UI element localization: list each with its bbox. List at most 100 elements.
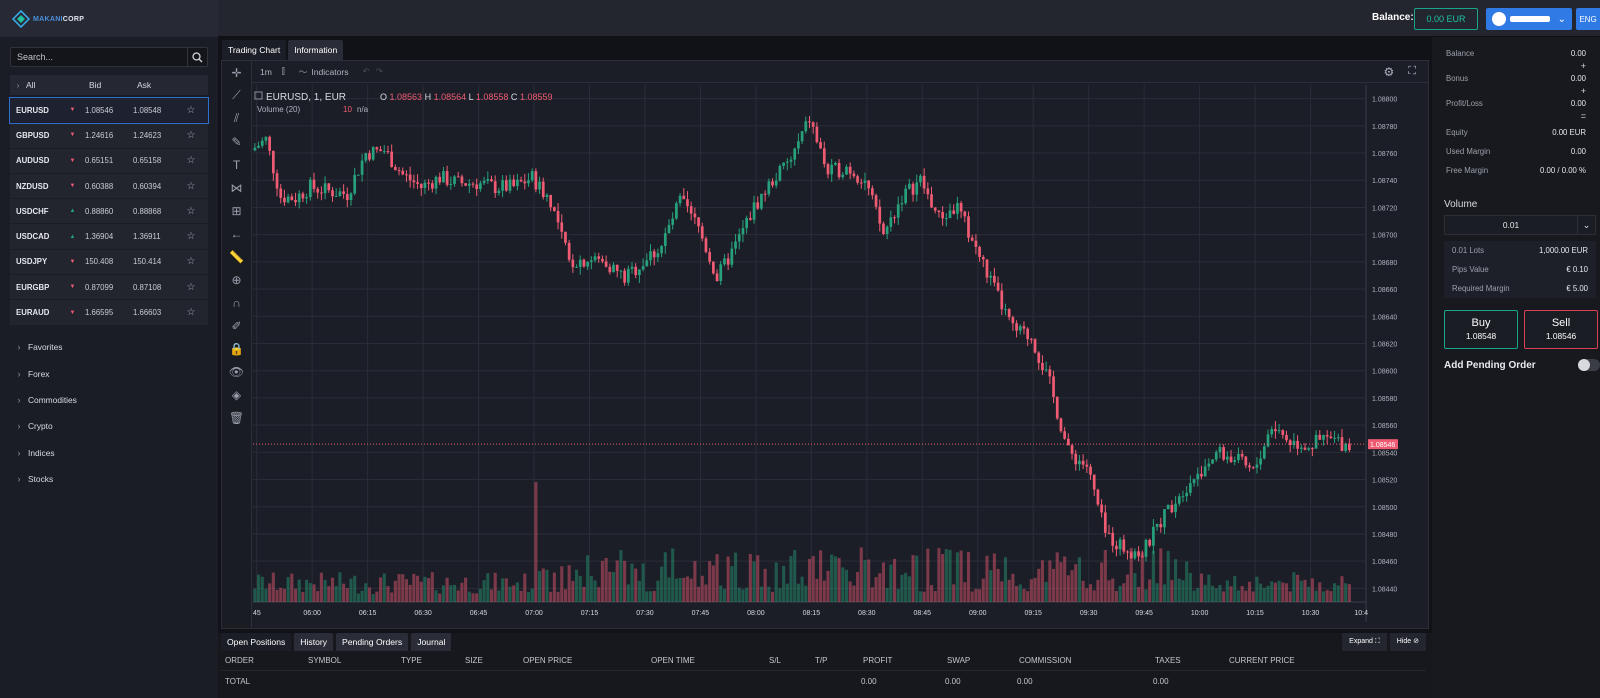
- star-icon[interactable]: ☆: [186, 104, 196, 116]
- tab-journal[interactable]: Journal: [411, 633, 452, 651]
- legend-volume[interactable]: Volume (20): [257, 105, 300, 114]
- candle-body: [1170, 504, 1174, 513]
- tab-open-positions[interactable]: Open Positions: [221, 633, 292, 651]
- category-favorites[interactable]: › Favorites: [10, 334, 208, 360]
- search-button[interactable]: [187, 48, 207, 66]
- candle-body: [301, 193, 305, 199]
- star-icon[interactable]: ☆: [186, 281, 196, 293]
- candle-type-icon[interactable]: ⫿: [281, 66, 285, 76]
- star-icon[interactable]: ☆: [186, 129, 196, 141]
- settings-icon[interactable]: ⚙: [1383, 64, 1395, 79]
- symbol-row-gbpusd[interactable]: GBPUSD ▼ 1.24616 1.24623 ☆: [10, 123, 208, 149]
- symbol-list-header: › All Bid Ask: [10, 75, 208, 95]
- indicators-button[interactable]: Indicators: [311, 66, 349, 77]
- trend-line-icon[interactable]: ⟋: [232, 88, 241, 102]
- candle-body: [808, 121, 811, 123]
- price-chart[interactable]: 1.08800 1.08780 1.08760 1.08740 1.08720 1.087…: [253, 85, 1398, 638]
- hide-button[interactable]: Hide ⊘: [1389, 633, 1426, 651]
- category-indices[interactable]: › Indices: [10, 440, 208, 466]
- symbol-row-eurgbp[interactable]: EURGBP ▼ 0.87099 0.87108 ☆: [10, 275, 208, 301]
- lock-icon[interactable]: 🔒: [229, 341, 244, 356]
- brush-icon[interactable]: ✎: [231, 134, 242, 149]
- volume-bar: [1151, 550, 1155, 602]
- star-icon[interactable]: ☆: [186, 231, 196, 243]
- expand-button[interactable]: Expand ⛶: [1342, 633, 1387, 651]
- symbol-row-eurusd[interactable]: EURUSD ▼ 1.08546 1.08548 ☆: [9, 96, 209, 125]
- volume-bar: [1273, 582, 1277, 602]
- symbol-row-nzdusd[interactable]: NZDUSD ▼ 0.60388 0.60394 ☆: [10, 173, 208, 200]
- tab-trading-chart[interactable]: Trading Chart: [222, 40, 287, 60]
- volume-bar: [1214, 588, 1218, 602]
- lock-drawing-icon[interactable]: ✐: [231, 318, 242, 333]
- plus-op: +: [1580, 61, 1586, 71]
- volume-select[interactable]: 0.01 ⌄: [1444, 215, 1596, 235]
- legend-h-label: H: [425, 92, 432, 102]
- back-arrow-icon[interactable]: ←: [230, 226, 243, 241]
- star-icon[interactable]: ☆: [186, 155, 196, 167]
- search-input[interactable]: [11, 48, 181, 66]
- fib-icon[interactable]: ⫽: [233, 111, 240, 125]
- volume-bar: [482, 580, 486, 602]
- trash-icon[interactable]: 🗑: [228, 410, 245, 425]
- candle-body: [811, 122, 815, 127]
- tab-history[interactable]: History: [294, 633, 334, 651]
- undo-icon[interactable]: ↶: [362, 66, 370, 76]
- volume-bar: [1233, 575, 1237, 602]
- category-commodities[interactable]: › Commodities: [10, 387, 208, 413]
- crosshair-icon[interactable]: ✛: [231, 65, 242, 80]
- interval-button[interactable]: 1m: [260, 66, 272, 77]
- tab-pending-orders[interactable]: Pending Orders: [336, 633, 409, 651]
- tab-information[interactable]: Information: [288, 40, 344, 60]
- user-menu-button[interactable]: ⌄: [1486, 8, 1572, 30]
- fullscreen-icon[interactable]: ⛶: [1408, 65, 1416, 77]
- filter-all[interactable]: All: [26, 80, 36, 90]
- star-icon[interactable]: ☆: [186, 307, 196, 319]
- volume-bar: [745, 587, 749, 602]
- symbol-row-usdjpy[interactable]: USDJPY ▼ 150.408 150.414 ☆: [10, 249, 208, 276]
- candle-body: [456, 176, 460, 178]
- forecast-icon[interactable]: ⊞: [231, 203, 242, 218]
- price-tick: 1.08500: [1372, 505, 1397, 512]
- candle-body: [1030, 339, 1033, 341]
- sell-button[interactable]: Sell 1.08546: [1524, 310, 1598, 349]
- candle-body: [486, 179, 490, 181]
- symbol-row-audusd[interactable]: AUDUSD ▼ 0.65151 0.65158 ☆: [10, 148, 208, 174]
- star-icon[interactable]: ☆: [186, 180, 196, 192]
- symbol-row-usdchf[interactable]: USDCHF ▲ 0.88860 0.88868 ☆: [10, 199, 208, 225]
- volume-bar: [345, 588, 349, 602]
- layers-icon[interactable]: ◈: [231, 387, 242, 402]
- candle-body: [527, 180, 530, 184]
- candle-body: [320, 192, 323, 194]
- balance-value[interactable]: 0.00 EUR: [1414, 8, 1478, 30]
- eye-icon[interactable]: 👁: [228, 364, 245, 379]
- category-forex[interactable]: › Forex: [10, 360, 208, 386]
- star-icon[interactable]: ☆: [186, 256, 196, 268]
- logo[interactable]: MAKANICORP: [12, 10, 84, 28]
- category-crypto[interactable]: › Crypto: [10, 413, 208, 439]
- symbol-row-usdcad[interactable]: USDCAD ▲ 1.36904 1.36911 ☆: [10, 224, 208, 250]
- time-tick: 09:15: [1024, 610, 1042, 617]
- collapse-legend-icon[interactable]: [254, 91, 263, 100]
- volume-bar: [1344, 583, 1348, 602]
- candle-body: [737, 234, 741, 242]
- category-stocks[interactable]: › Stocks: [10, 466, 208, 492]
- pending-order-toggle[interactable]: [1578, 359, 1600, 371]
- lots-label: 0.01 Lots: [1452, 246, 1485, 255]
- price-tick: 1.08620: [1372, 342, 1397, 349]
- zoom-icon[interactable]: ⊕: [231, 272, 242, 287]
- redo-icon[interactable]: ↷: [375, 66, 383, 76]
- text-icon[interactable]: T: [232, 157, 241, 172]
- candle-body: [667, 224, 671, 234]
- search-icon: [192, 51, 203, 62]
- legend-symbol[interactable]: EURUSD, 1, EUR: [266, 92, 346, 103]
- volume-bar: [715, 554, 719, 602]
- star-icon[interactable]: ☆: [186, 205, 196, 217]
- symbol-row-euraud[interactable]: EURAUD ▼ 1.66595 1.66603 ☆: [10, 300, 208, 326]
- volume-bar: [867, 559, 871, 602]
- candle-body: [467, 183, 471, 186]
- language-button[interactable]: ENG: [1576, 8, 1600, 30]
- buy-button[interactable]: Buy 1.08548: [1444, 310, 1518, 349]
- ruler-icon[interactable]: 📏: [229, 249, 244, 264]
- pattern-icon[interactable]: ⋈: [230, 180, 243, 195]
- magnet-icon[interactable]: ∩: [232, 295, 241, 310]
